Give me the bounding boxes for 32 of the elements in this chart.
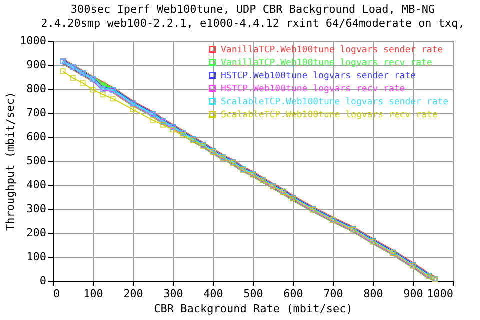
chart-title: 300sec Iperf Web100tune, UDP CBR Background Load, MB-NG xyxy=(70,3,436,16)
x-tick-label: 500 xyxy=(244,288,264,300)
y-tick-label: 300 xyxy=(26,202,46,216)
x-tick-label: 0 xyxy=(54,288,60,300)
legend-label: VanillaTCP.Web100tune logvars recv rate xyxy=(221,58,432,68)
x-tick-label: 100 xyxy=(84,288,104,300)
x-tick-label: 1000 xyxy=(427,288,454,300)
x-tick-label: 600 xyxy=(284,288,304,300)
y-tick-label: 800 xyxy=(26,82,46,96)
y-tick-label: 0 xyxy=(40,274,46,288)
x-tick-label: 200 xyxy=(124,288,144,300)
x-tick-label: 700 xyxy=(324,288,344,300)
chart-subtitle: 2.4.20smp web100-2.2.1, e1000-4.4.12 rxint 64/64moderate on txq, xyxy=(41,17,465,30)
x-tick-label: 900 xyxy=(404,288,424,300)
y-tick-label: 1000 xyxy=(20,34,46,48)
y-tick-label: 500 xyxy=(26,154,46,168)
y-axis-title: Throughput (mbit/sec) xyxy=(4,92,18,232)
y-tick-label: 900 xyxy=(26,58,46,72)
legend-label: VanillaTCP.Web100tune logvars sender rate xyxy=(221,46,444,56)
y-tick-label: 400 xyxy=(26,178,46,192)
x-tick-label: 300 xyxy=(164,288,184,300)
legend-label: ScalableTCP.Web100tune logvars sender rate xyxy=(221,98,449,108)
y-tick-label: 700 xyxy=(26,106,46,120)
legend-label: ScalableTCP.Web100tune logvars recv rate xyxy=(221,110,438,120)
y-tick-label: 200 xyxy=(26,226,46,240)
legend-label: HSTCP.Web100tune logvars recv rate xyxy=(221,84,406,94)
x-tick-label: 400 xyxy=(204,288,224,300)
x-tick-label: 800 xyxy=(364,288,384,300)
x-axis-title: CBR Background Rate (mbit/sec) xyxy=(154,302,353,316)
y-tick-label: 600 xyxy=(26,130,46,144)
y-tick-label: 100 xyxy=(26,250,46,264)
legend-label: HSTCP.Web100tune logvars sender rate xyxy=(221,72,416,82)
